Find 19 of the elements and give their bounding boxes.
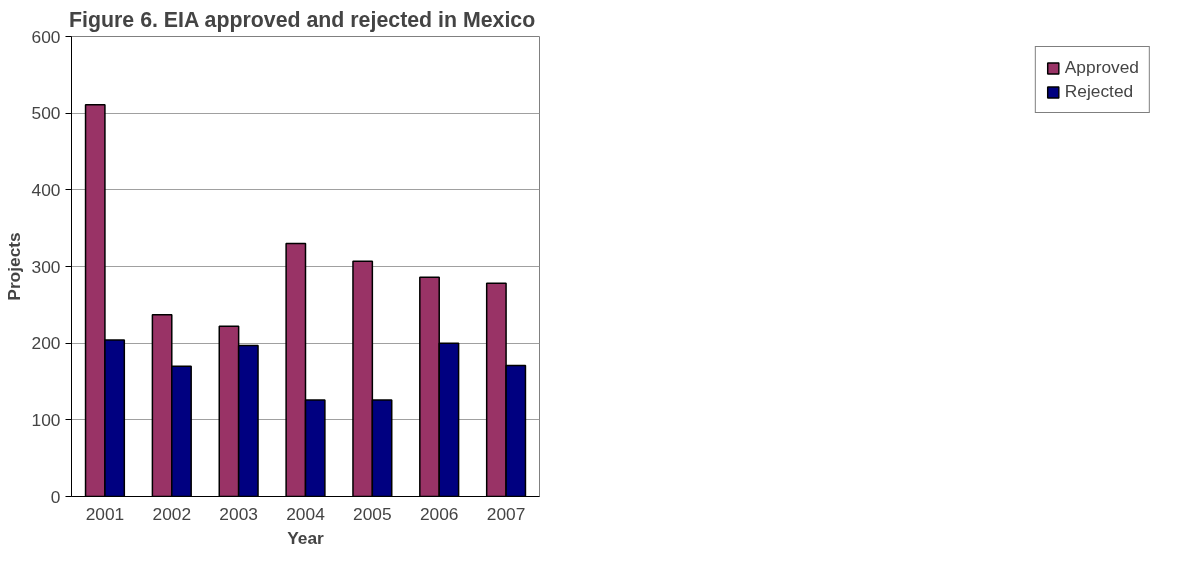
legend-label: Approved bbox=[1064, 57, 1139, 78]
x-tick-label: 2006 bbox=[419, 503, 459, 524]
y-axis-title: Projects bbox=[3, 232, 24, 301]
y-tick-label: 0 bbox=[50, 486, 61, 507]
y-tick-label: 300 bbox=[31, 256, 61, 277]
x-tick-label: 2002 bbox=[152, 503, 192, 524]
x-tick-label: 2003 bbox=[219, 503, 258, 524]
x-tick-label: 2007 bbox=[486, 503, 526, 524]
x-tick-label: 2005 bbox=[353, 503, 392, 524]
chart-title: Figure 6. EIA approved and rejected in Mexico bbox=[69, 7, 536, 32]
y-tick-label: 100 bbox=[31, 409, 61, 430]
x-tick-label: 2001 bbox=[85, 503, 125, 524]
y-tick-label: 600 bbox=[31, 26, 61, 47]
x-axis-title: Year bbox=[287, 527, 325, 548]
legend-label: Rejected bbox=[1064, 81, 1134, 102]
x-tick-label: 2004 bbox=[286, 503, 326, 524]
y-tick-label: 500 bbox=[31, 103, 61, 124]
y-tick-label: 200 bbox=[31, 333, 61, 354]
y-tick-label: 400 bbox=[31, 179, 61, 200]
